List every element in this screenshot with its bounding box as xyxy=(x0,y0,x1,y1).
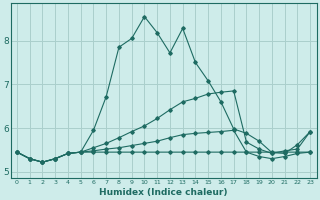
X-axis label: Humidex (Indice chaleur): Humidex (Indice chaleur) xyxy=(99,188,228,197)
